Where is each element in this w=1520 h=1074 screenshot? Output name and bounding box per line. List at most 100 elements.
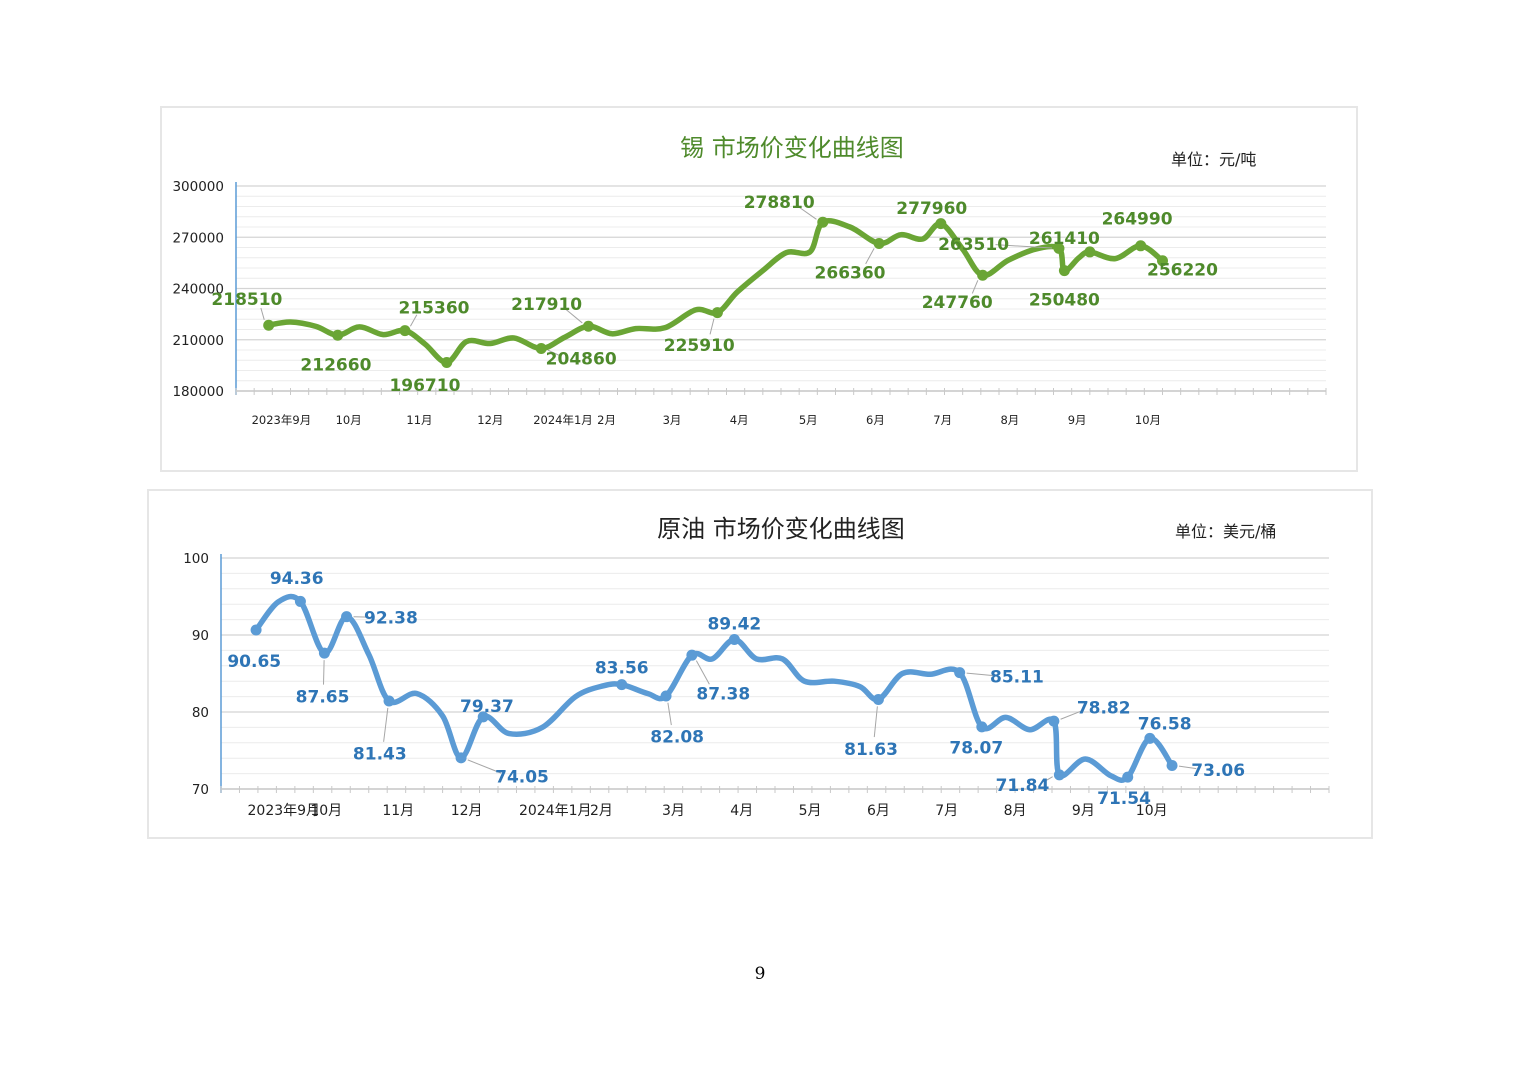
leader-line xyxy=(322,660,325,685)
x-tick-label: 10月 xyxy=(1135,413,1161,427)
y-tick-label: 180000 xyxy=(172,384,224,400)
tin-data-point xyxy=(817,216,829,228)
x-tick-label: 4月 xyxy=(730,413,749,427)
x-tick-label: 2023年9月 xyxy=(252,413,312,427)
oil-data-label: 71.84 xyxy=(996,776,1050,796)
leader-line xyxy=(865,248,875,265)
oil-data-point xyxy=(1053,769,1065,781)
y-tick-label: 240000 xyxy=(172,282,224,298)
oil-data-point xyxy=(728,633,740,645)
tin-data-label: 225910 xyxy=(664,336,735,356)
oil-data-label: 79.37 xyxy=(460,697,514,717)
x-tick-label: 2月 xyxy=(590,803,613,819)
tin-data-label: 250480 xyxy=(1029,291,1100,311)
tin-data-label: 212660 xyxy=(300,356,371,376)
leader-line xyxy=(966,672,996,677)
x-tick-label: 9月 xyxy=(1068,413,1087,427)
tin-data-label: 278810 xyxy=(744,193,815,213)
tin-data-label: 263510 xyxy=(938,235,1009,255)
tin-data-point xyxy=(977,269,989,281)
tin-data-label: 204860 xyxy=(546,350,617,370)
oil-data-point xyxy=(1122,771,1134,783)
tin-data-label: 218510 xyxy=(211,290,282,310)
crude-oil-price-chart-frame xyxy=(147,489,1373,839)
leader-line xyxy=(547,349,561,357)
tin-data-label: 215360 xyxy=(399,298,470,318)
x-tick-label: 3月 xyxy=(662,803,685,819)
tin-data-point xyxy=(332,329,344,341)
x-tick-label: 2023年9月 xyxy=(248,803,321,819)
oil-data-label: 81.63 xyxy=(844,740,898,760)
oil-data-point xyxy=(954,667,966,679)
leader-line xyxy=(667,702,672,726)
oil-data-label: 73.06 xyxy=(1191,761,1245,781)
tin-data-point xyxy=(1157,255,1168,267)
tin-data-point xyxy=(1084,246,1096,258)
y-tick-label: 70 xyxy=(192,782,209,798)
oil-data-point xyxy=(1048,715,1060,727)
x-tick-label: 12月 xyxy=(451,803,483,819)
x-tick-label: 10月 xyxy=(310,803,342,819)
oil-data-label: 85.11 xyxy=(990,668,1044,688)
leader-line xyxy=(1043,776,1053,783)
tin-data-label: 264990 xyxy=(1102,209,1173,229)
oil-data-label: 81.43 xyxy=(353,745,407,765)
x-tick-label: 12月 xyxy=(477,413,503,427)
oil-data-label: 94.36 xyxy=(270,569,324,589)
leader-line xyxy=(709,318,715,335)
oil-data-point xyxy=(455,752,467,764)
x-tick-label: 11月 xyxy=(406,413,432,427)
page-number: 9 xyxy=(754,964,766,984)
tin-data-point xyxy=(582,320,594,332)
x-tick-label: 8月 xyxy=(1000,413,1019,427)
leader-line xyxy=(1178,765,1197,770)
oil-data-point xyxy=(250,624,262,636)
leader-line xyxy=(467,759,502,774)
oil-data-label: 76.58 xyxy=(1138,715,1192,735)
x-tick-label: 2024年1月 xyxy=(533,413,593,427)
leader-line xyxy=(383,707,389,742)
oil-data-point xyxy=(318,647,330,659)
oil-data-label: 78.07 xyxy=(949,738,1003,758)
x-tick-label: 3月 xyxy=(663,413,682,427)
oil-data-point xyxy=(976,721,988,733)
tin-data-label: 277960 xyxy=(896,199,967,219)
oil-data-label: 71.54 xyxy=(1097,789,1151,809)
oil-data-label: 74.05 xyxy=(495,768,549,788)
x-tick-label: 6月 xyxy=(867,803,890,819)
x-tick-label: 10月 xyxy=(336,413,362,427)
leader-line xyxy=(260,307,265,320)
x-tick-label: 10月 xyxy=(1136,803,1168,819)
oil-data-point xyxy=(383,695,395,707)
tin-data-point xyxy=(1058,265,1070,277)
oil-data-label: 90.65 xyxy=(227,652,281,672)
tin-data-label: 247760 xyxy=(922,293,993,313)
tin-data-point xyxy=(441,356,453,368)
tin-data-point xyxy=(935,218,947,230)
leader-line xyxy=(1060,710,1083,720)
oil-data-label: 82.08 xyxy=(650,728,704,748)
oil-data-label: 83.56 xyxy=(595,658,649,678)
oil-data-label: 87.38 xyxy=(696,685,750,705)
oil-data-point xyxy=(1144,732,1156,744)
oil-chart-title: 原油 市场价变化曲线图 xyxy=(657,515,905,543)
tin-data-label: 261410 xyxy=(1029,229,1100,249)
tin-data-point xyxy=(873,237,885,249)
x-tick-label: 7月 xyxy=(933,413,952,427)
oil-data-point xyxy=(477,711,489,723)
oil-data-point xyxy=(1166,759,1178,771)
oil-data-point xyxy=(660,690,672,702)
tin-data-point xyxy=(263,319,275,331)
x-tick-label: 9月 xyxy=(1072,803,1095,819)
y-tick-label: 270000 xyxy=(172,230,224,246)
leader-line xyxy=(971,280,979,294)
tin-data-point xyxy=(1053,242,1065,254)
tin-data-label: 217910 xyxy=(511,295,582,315)
y-tick-label: 210000 xyxy=(172,333,224,349)
oil-data-label: 92.38 xyxy=(364,608,418,628)
leader-line xyxy=(565,309,583,324)
x-tick-label: 2024年1月 xyxy=(519,803,592,819)
leader-line xyxy=(995,244,1052,249)
